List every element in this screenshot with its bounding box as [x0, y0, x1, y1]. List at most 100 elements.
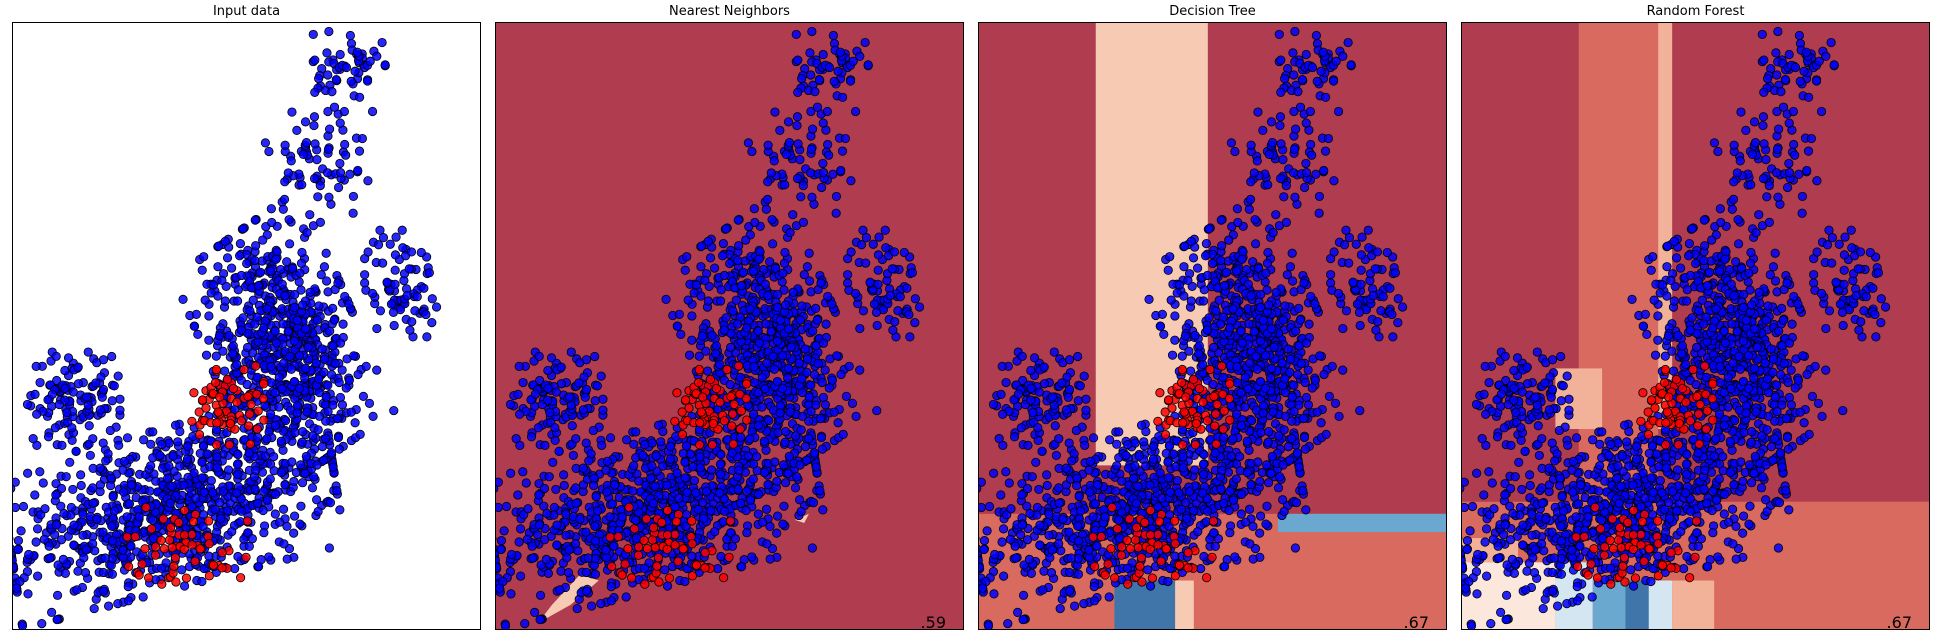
- data-point-class-1: [724, 552, 734, 562]
- data-point-class-0: [783, 468, 793, 479]
- data-point-class-0: [550, 423, 560, 433]
- data-point-class-0: [607, 499, 618, 509]
- data-point-class-0: [13, 555, 17, 565]
- data-point-class-1: [189, 388, 199, 398]
- data-point-class-1: [725, 516, 736, 526]
- data-point-class-0: [693, 504, 703, 515]
- data-point-class-0: [68, 484, 78, 495]
- data-point-class-1: [194, 430, 205, 440]
- data-point-class-0: [858, 306, 869, 316]
- data-point-class-0: [260, 451, 270, 461]
- data-point-class-0: [758, 517, 768, 527]
- data-point-class-0: [308, 431, 318, 441]
- data-point-class-0: [333, 432, 344, 443]
- data-point-class-0: [69, 540, 79, 550]
- data-point-class-0: [410, 306, 420, 316]
- data-point-class-1: [617, 570, 627, 580]
- data-point-class-0: [672, 468, 682, 478]
- data-point-class-0: [855, 365, 865, 375]
- data-point-class-0: [555, 585, 565, 595]
- data-point-class-0: [584, 456, 594, 466]
- data-point-class-0: [315, 217, 326, 227]
- data-point-class-0: [797, 374, 807, 384]
- data-point-class-0: [167, 481, 177, 491]
- data-point-class-0: [810, 87, 820, 97]
- data-point-class-0: [313, 506, 323, 517]
- data-point-class-0: [581, 384, 592, 395]
- data-point-class-0: [44, 541, 54, 551]
- data-point-class-0: [858, 225, 868, 235]
- data-point-class-0: [989, 468, 999, 478]
- data-point-class-0: [760, 384, 770, 394]
- data-point-class-0: [496, 502, 503, 513]
- data-point-class-0: [264, 146, 274, 157]
- data-point-class-0: [784, 363, 794, 374]
- data-point-class-0: [728, 306, 738, 316]
- data-point-class-1: [166, 522, 176, 533]
- data-point-class-0: [1148, 454, 1158, 464]
- data-point-class-0: [259, 528, 269, 538]
- data-point-class-0: [793, 87, 803, 97]
- data-point-class-1: [736, 406, 746, 416]
- data-point-class-0: [1278, 495, 1288, 505]
- data-point-class-1: [252, 424, 262, 434]
- data-point-class-0: [236, 325, 246, 335]
- data-point-class-0: [307, 483, 318, 493]
- data-point-class-0: [716, 470, 726, 480]
- data-point-class-0: [564, 545, 574, 555]
- data-point-class-0: [563, 568, 574, 578]
- data-point-class-0: [1262, 501, 1272, 511]
- data-point-class-0: [232, 459, 243, 469]
- data-point-class-0: [230, 563, 240, 574]
- data-point-class-0: [107, 396, 117, 406]
- data-point-class-0: [786, 342, 796, 352]
- data-point-class-0: [703, 296, 713, 306]
- data-point-class-1: [130, 532, 140, 542]
- data-point-class-0: [1178, 452, 1188, 462]
- data-point-class-0: [1279, 506, 1289, 517]
- data-point-class-0: [546, 353, 557, 363]
- data-point-class-0: [716, 285, 726, 295]
- data-point-class-0: [1031, 457, 1041, 467]
- data-point-class-0: [806, 380, 816, 390]
- data-point-class-0: [806, 70, 816, 80]
- data-point-class-0: [628, 486, 638, 496]
- data-point-class-0: [899, 247, 909, 258]
- data-point-class-0: [910, 294, 920, 304]
- data-point-class-0: [880, 225, 890, 235]
- data-point-class-0: [763, 140, 773, 150]
- data-point-class-0: [232, 359, 242, 370]
- data-point-class-0: [13, 536, 24, 546]
- data-point-class-0: [629, 439, 639, 449]
- data-point-class-0: [1255, 528, 1265, 538]
- data-point-class-0: [802, 262, 813, 272]
- data-point-class-0: [124, 499, 135, 509]
- data-point-class-0: [56, 483, 67, 494]
- data-point-class-0: [890, 317, 900, 327]
- score-label: .59: [920, 613, 946, 632]
- data-point-class-1: [159, 544, 169, 554]
- data-point-class-1: [693, 377, 704, 388]
- data-point-class-0: [338, 319, 348, 329]
- data-point-class-0: [873, 250, 884, 260]
- data-point-class-0: [348, 208, 358, 218]
- data-point-class-0: [533, 423, 543, 433]
- data-point-class-0: [754, 489, 764, 499]
- data-point-class-1: [158, 514, 169, 524]
- data-point-class-0: [680, 576, 690, 587]
- data-point-class-0: [1172, 475, 1182, 486]
- data-point-class-0: [287, 457, 297, 467]
- data-point-class-0: [597, 440, 607, 450]
- data-point-class-0: [13, 562, 18, 572]
- data-point-class-0: [747, 146, 757, 157]
- data-point-class-1: [164, 535, 175, 545]
- data-point-class-0: [772, 376, 783, 387]
- data-point-class-0: [335, 49, 345, 60]
- data-point-class-0: [777, 383, 788, 393]
- data-point-class-0: [1038, 585, 1048, 595]
- data-point-class-1: [670, 416, 680, 426]
- data-point-class-0: [754, 338, 764, 348]
- data-point-class-0: [556, 362, 566, 372]
- data-point-class-0: [329, 102, 340, 112]
- data-point-class-0: [780, 300, 791, 310]
